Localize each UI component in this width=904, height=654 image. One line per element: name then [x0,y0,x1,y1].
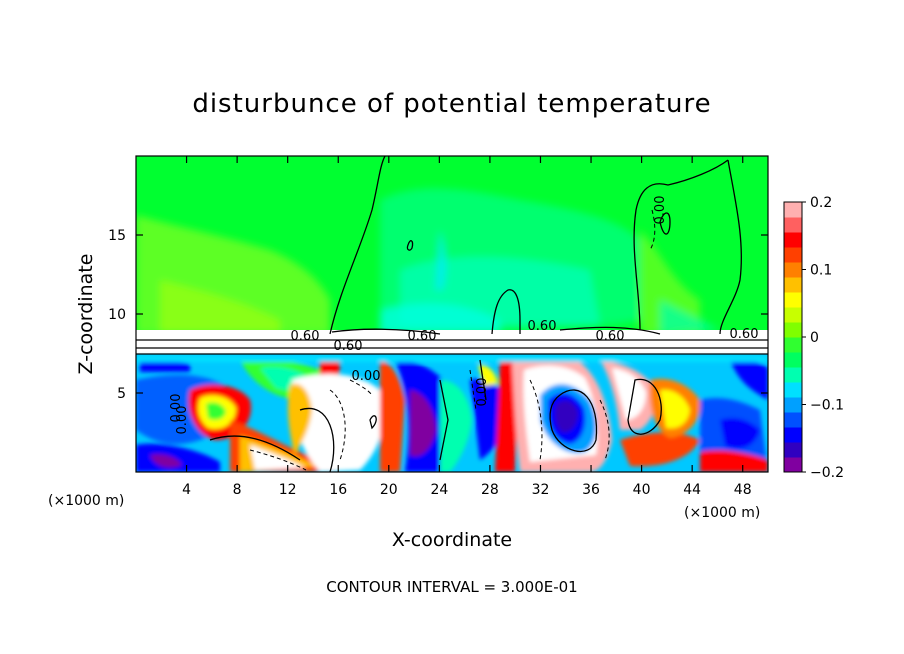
y-axis-label: Z-coordinate [75,254,97,375]
contour-label: 0.00 [175,406,190,435]
contour-label: 0.60 [528,319,557,334]
colorbar-tick-label: 0.2 [810,195,832,211]
x-unit-label: (×1000 m) [684,505,760,521]
heatmap-field [136,156,768,472]
x-tick-label: 40 [633,482,651,498]
colorbar-swatch [784,352,802,368]
x-tick-label: 8 [233,482,242,498]
colorbar-tick-label: −0.2 [810,465,844,481]
colorbar-swatch [784,457,802,473]
x-tick-label: 36 [582,482,600,498]
contour-lines [136,156,768,472]
colorbar-swatch [784,277,802,293]
x-axis-label: X-coordinate [392,529,512,551]
contour-label: 0.00 [475,378,490,407]
colorbar-swatch [784,202,802,218]
x-tick-label: 20 [380,482,398,498]
y-unit-label: (×1000 m) [48,493,124,509]
x-tick-label: 44 [683,482,701,498]
colorbar-swatch [784,247,802,263]
contour-label: 0.00 [169,394,184,423]
colorbar-swatch [784,412,802,428]
x-tick-label: 16 [329,482,347,498]
x-tick-label: 32 [532,482,550,498]
colorbar-swatch [784,292,802,308]
colorbar-swatch [784,397,802,413]
y-axis-ticks: 5 10 15 [108,228,768,402]
colorbar-swatch [784,427,802,443]
contour-labels: 0.60 0.600.600.60 0.600.600.000.000.000.00… [169,196,758,435]
contour-label: 0.60 [730,327,759,342]
colorbar-swatch [784,307,802,323]
colorbar-swatch [784,322,802,338]
x-tick-label: 28 [481,482,499,498]
contour-label: 0.60 [334,339,363,354]
x-tick-label: 12 [279,482,297,498]
colorbar-swatch [784,382,802,398]
colorbar-tick-label: −0.1 [810,398,844,414]
y-tick-label: 5 [117,386,126,402]
contour-label: 0.00 [352,369,381,384]
contour-label: 0.60 [291,329,320,344]
contour-label: 0.00 [653,196,668,225]
colorbar-tick-label: 0.1 [810,263,832,279]
y-tick-label: 15 [108,228,126,244]
x-tick-label: 48 [734,482,752,498]
colorbar-tick-label: 0 [810,330,819,346]
contour-interval-note: CONTOUR INTERVAL = 3.000E-01 [326,578,577,596]
colorbar-swatch [784,442,802,458]
x-tick-label: 4 [182,482,191,498]
colorbar-swatch [784,262,802,278]
colorbar-swatch [784,367,802,383]
contour-label: 0.60 [408,329,437,344]
y-tick-label: 10 [108,307,126,323]
colorbar-swatch [784,337,802,353]
x-axis-ticks: 4 8 12 16 20 24 28 32 36 40 44 48 [182,156,752,498]
x-tick-label: 24 [430,482,448,498]
colorbar-swatch [784,232,802,248]
colorbar-swatch [784,217,802,233]
contour-label: 0.60 [596,329,625,344]
chart-title: disturbunce of potential temperature [192,89,711,119]
colorbar: 0.2 0.1 0 −0.1 −0.2 [783,195,844,481]
